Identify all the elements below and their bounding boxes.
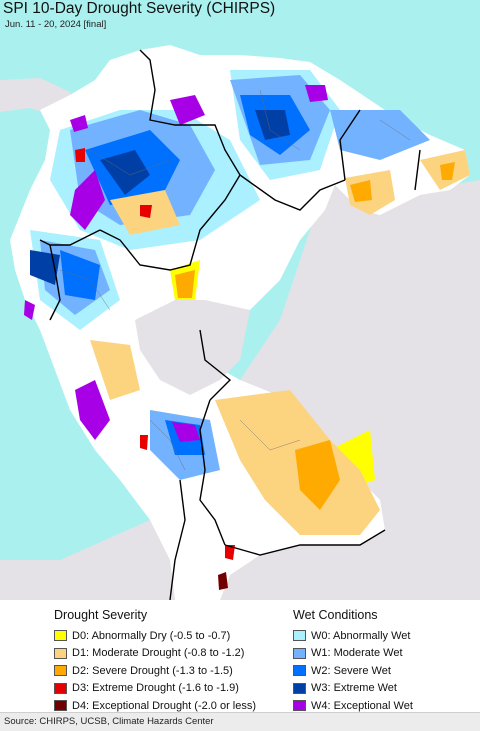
swatch-w4 (293, 700, 306, 712)
legend-item-w4: W4: Exceptional Wet (293, 697, 413, 715)
drought-d2-b (175, 270, 195, 298)
legend-label-w3: W3: Extreme Wet (311, 682, 397, 695)
map-canvas (0, 45, 480, 600)
legend-label-w1: W1: Moderate Wet (311, 647, 403, 660)
drought-map: SPI 10-Day Drought Severity (CHIRPS) Jun… (0, 0, 480, 600)
wet-extreme-b (255, 110, 290, 140)
legend-item-d4: D4: Exceptional Drought (-2.0 or less) (54, 697, 256, 715)
legend-item-w2: W2: Severe Wet (293, 662, 413, 680)
drought-d3-c (225, 545, 235, 560)
drought-d3-a (140, 205, 152, 218)
country-borders (39, 49, 421, 600)
amazon-gap (135, 300, 250, 395)
wet-exceptional-e (172, 422, 200, 442)
source-footer: Source: CHIRPS, UCSB, Climate Hazards Ce… (0, 712, 480, 731)
wet-exceptional-c (305, 85, 328, 102)
legend-label-w4: W4: Exceptional Wet (311, 699, 413, 712)
legend-item-w0: W0: Abnormally Wet (293, 627, 413, 645)
legend: Drought Severity D0: Abnormally Dry (-0.… (0, 600, 480, 730)
legend-item-w3: W3: Extreme Wet (293, 680, 413, 698)
legend-item-d3: D3: Extreme Drought (-1.6 to -1.9) (54, 680, 256, 698)
legend-item-d0: D0: Abnormally Dry (-0.5 to -0.7) (54, 627, 256, 645)
map-subtitle: Jun. 11 - 20, 2024 [final] (5, 19, 107, 30)
drought-legend-title: Drought Severity (54, 608, 148, 622)
wet-exceptional-f (24, 300, 35, 320)
legend-label-d2: D2: Severe Drought (-1.3 to -1.5) (72, 664, 233, 677)
wet-exceptional-b (170, 95, 205, 125)
legend-label-w0: W0: Abnormally Wet (311, 629, 411, 642)
legend-label-d4: D4: Exceptional Drought (-2.0 or less) (72, 699, 257, 712)
wet-legend-title: Wet Conditions (293, 608, 378, 622)
legend-item-w1: W1: Moderate Wet (293, 645, 413, 663)
drought-d2-c (350, 180, 372, 202)
swatch-d3 (54, 682, 67, 694)
drought-legend: Drought Severity D0: Abnormally Dry (-0.… (54, 608, 256, 715)
legend-item-d1: D1: Moderate Drought (-0.8 to -1.2) (54, 645, 256, 663)
drought-d1-e (90, 340, 140, 400)
drought-d3-d (140, 435, 148, 450)
legend-label-d1: D1: Moderate Drought (-0.8 to -1.2) (72, 647, 245, 660)
admin-borders (59, 89, 411, 471)
wet-extreme-a (100, 150, 150, 195)
legend-label-d3: D3: Extreme Drought (-1.6 to -1.9) (72, 682, 239, 695)
swatch-d1 (54, 647, 67, 659)
wet-moderate-e (330, 110, 430, 160)
swatch-d4 (54, 700, 67, 712)
drought-d3-b (75, 148, 85, 162)
wet-exceptional-d (75, 380, 110, 440)
swatch-w2 (293, 665, 306, 677)
source-text: Source: CHIRPS, UCSB, Climate Hazards Ce… (4, 716, 214, 727)
wet-severe-c (60, 250, 100, 300)
swatch-d0 (54, 630, 67, 642)
legend-label-w2: W2: Severe Wet (311, 664, 391, 677)
drought-d2-d (440, 162, 455, 180)
drought-d2-a (295, 440, 340, 510)
swatch-d2 (54, 665, 67, 677)
legend-label-d0: D0: Abnormally Dry (-0.5 to -0.7) (72, 629, 231, 642)
legend-item-d2: D2: Severe Drought (-1.3 to -1.5) (54, 662, 256, 680)
drought-d4-a (218, 572, 228, 590)
wet-exceptional-g (70, 115, 88, 132)
swatch-w0 (293, 630, 306, 642)
wet-legend: Wet Conditions W0: Abnormally Wet W1: Mo… (293, 608, 413, 715)
map-title: SPI 10-Day Drought Severity (CHIRPS) (3, 0, 276, 17)
swatch-w1 (293, 647, 306, 659)
swatch-w3 (293, 682, 306, 694)
wet-exceptional-a (70, 170, 105, 230)
